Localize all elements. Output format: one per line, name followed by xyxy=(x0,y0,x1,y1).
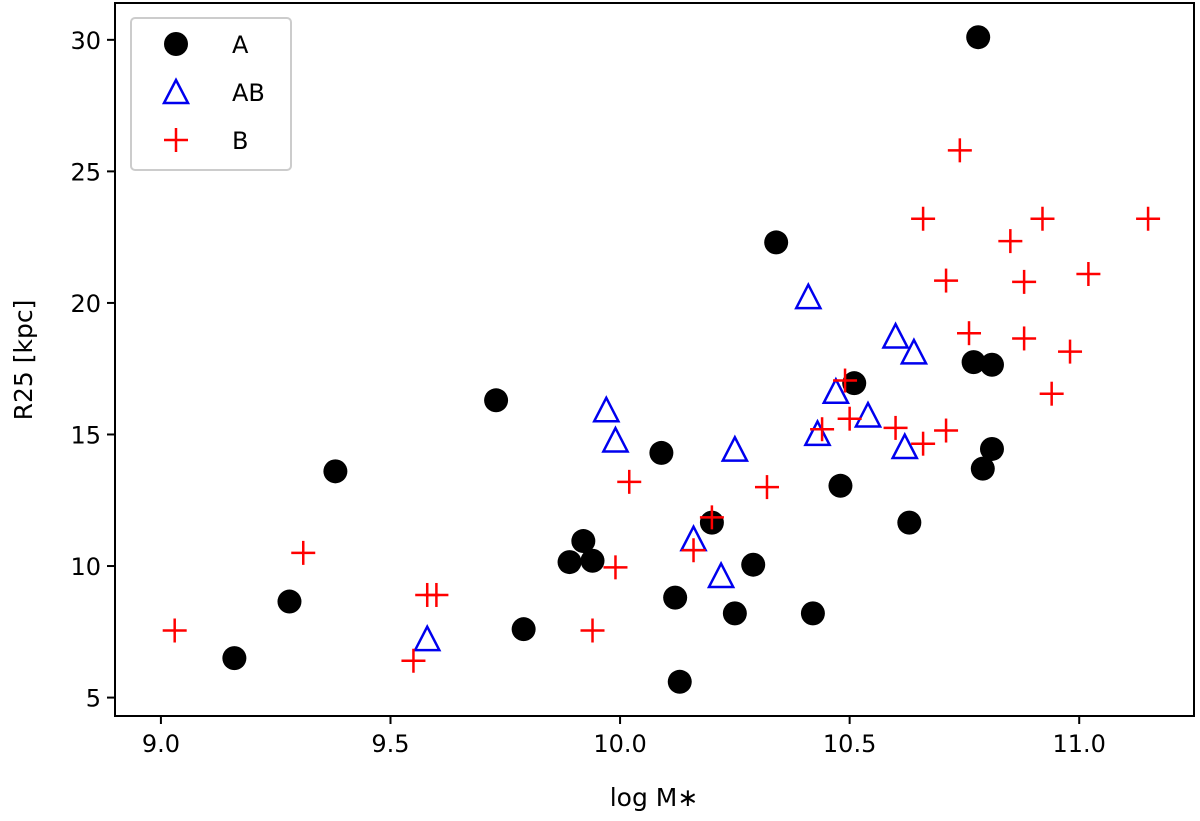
point-ab xyxy=(794,281,823,310)
axis-ticks: 9.0 9.5 10.0 10.5 11.0 5 10 15 20 25 30 xyxy=(70,27,1105,758)
point-a xyxy=(277,589,302,614)
point-b xyxy=(1076,261,1101,286)
legend-marker-plus xyxy=(164,128,188,152)
point-b xyxy=(681,538,706,563)
legend-label-a: A xyxy=(232,31,249,59)
point-a xyxy=(511,617,536,642)
y-tick-label: 5 xyxy=(86,685,101,713)
point-b xyxy=(810,417,835,442)
point-a xyxy=(979,436,1004,461)
legend-box xyxy=(130,17,292,171)
series-a xyxy=(222,25,1004,694)
point-b xyxy=(162,618,187,643)
point-b xyxy=(1136,206,1161,231)
legend: A AB B xyxy=(130,17,292,171)
x-tick-label: 10.0 xyxy=(593,730,646,758)
point-ab xyxy=(853,400,883,428)
point-a xyxy=(897,510,922,535)
point-ab xyxy=(803,418,832,447)
point-a xyxy=(649,440,674,465)
point-ab xyxy=(899,337,929,365)
point-a xyxy=(842,371,867,396)
data-points xyxy=(162,25,1161,694)
x-tick-label: 10.5 xyxy=(823,730,876,758)
point-b xyxy=(1012,326,1037,351)
point-ab xyxy=(601,425,630,453)
y-tick-label: 10 xyxy=(70,553,101,581)
legend-marker-circle xyxy=(164,32,188,56)
point-ab xyxy=(592,395,621,423)
point-a xyxy=(741,552,766,577)
point-b xyxy=(833,368,858,393)
point-b xyxy=(754,475,779,500)
y-axis-label: R25 [kpc] xyxy=(9,300,38,421)
point-b xyxy=(699,505,724,530)
point-ab xyxy=(413,623,442,652)
point-a xyxy=(828,473,853,498)
point-a xyxy=(484,388,509,413)
y-tick-label: 30 xyxy=(70,27,101,55)
x-tick-label: 9.0 xyxy=(142,730,180,758)
point-b xyxy=(911,431,936,456)
point-a xyxy=(323,459,348,484)
point-b xyxy=(401,648,426,673)
point-a xyxy=(800,601,825,626)
y-tick-label: 25 xyxy=(70,158,101,186)
point-b xyxy=(1058,339,1083,364)
point-b xyxy=(883,415,908,440)
legend-label-ab: AB xyxy=(232,79,265,107)
legend-marker-triangle xyxy=(161,77,191,105)
y-tick-label: 15 xyxy=(70,421,101,449)
point-a xyxy=(979,352,1004,377)
legend-label-b: B xyxy=(232,127,248,155)
series-ab xyxy=(413,281,929,652)
point-b xyxy=(934,268,959,293)
point-a xyxy=(580,548,605,573)
point-a xyxy=(571,529,596,554)
point-b xyxy=(1039,381,1064,406)
y-tick-label: 20 xyxy=(70,290,101,318)
point-ab xyxy=(706,560,736,589)
point-a xyxy=(970,456,995,481)
point-ab xyxy=(720,434,749,462)
point-b xyxy=(957,321,982,346)
point-a xyxy=(722,601,747,626)
point-b xyxy=(911,206,936,231)
x-tick-label: 11.0 xyxy=(1052,730,1105,758)
point-a xyxy=(663,585,688,610)
point-ab xyxy=(881,321,910,349)
point-a xyxy=(961,350,986,375)
point-a xyxy=(557,550,582,575)
point-b xyxy=(947,138,972,163)
point-b xyxy=(291,540,316,565)
x-axis-label: log M∗ xyxy=(610,783,699,812)
point-b xyxy=(580,618,605,643)
point-b xyxy=(1030,206,1055,231)
point-b xyxy=(837,406,862,431)
point-b xyxy=(1012,269,1037,294)
point-a xyxy=(764,230,789,255)
point-ab xyxy=(821,376,851,405)
point-b xyxy=(603,555,628,580)
point-a xyxy=(667,669,692,694)
series-b xyxy=(162,138,1161,673)
point-a xyxy=(966,25,991,50)
point-ab xyxy=(890,431,919,460)
point-b xyxy=(934,418,959,443)
point-b xyxy=(998,229,1023,254)
x-tick-label: 9.5 xyxy=(371,730,409,758)
point-b xyxy=(424,582,449,607)
point-b xyxy=(617,469,642,494)
point-a xyxy=(222,646,247,671)
